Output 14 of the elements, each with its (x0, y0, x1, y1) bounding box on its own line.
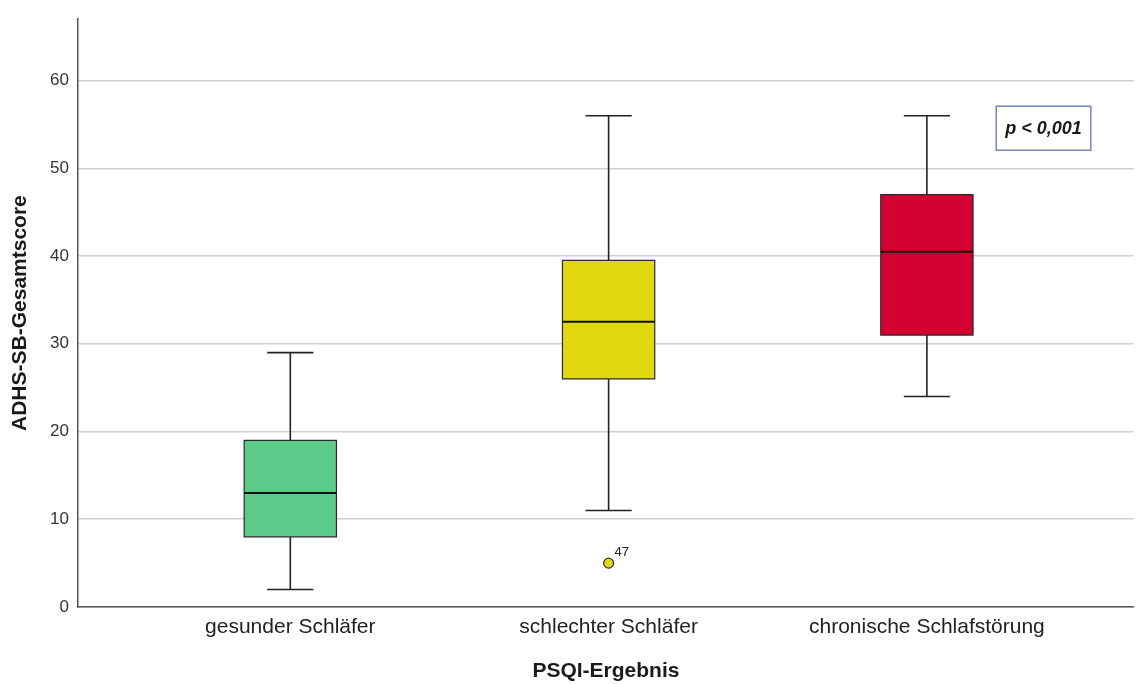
annotation: p < 0,001 (1004, 118, 1082, 139)
x-tick-label: gesunder Schläfer (205, 614, 376, 638)
y-axis-title: ADHS-SB-Gesamtscore (7, 195, 31, 431)
y-tick-label: 20 (50, 421, 69, 441)
y-tick-label: 60 (50, 70, 69, 90)
x-tick-label: schlechter Schläfer (519, 614, 698, 638)
y-tick-label: 50 (50, 158, 69, 178)
y-tick-label: 0 (59, 596, 69, 616)
y-tick-label: 30 (50, 333, 69, 353)
y-tick-label: 40 (50, 245, 69, 265)
x-axis-title: PSQI-Ergebnis (532, 658, 680, 682)
annotation: 47 (614, 544, 630, 560)
y-tick-label: 10 (50, 508, 69, 528)
x-tick-label: chronische Schlafstörung (809, 614, 1045, 638)
